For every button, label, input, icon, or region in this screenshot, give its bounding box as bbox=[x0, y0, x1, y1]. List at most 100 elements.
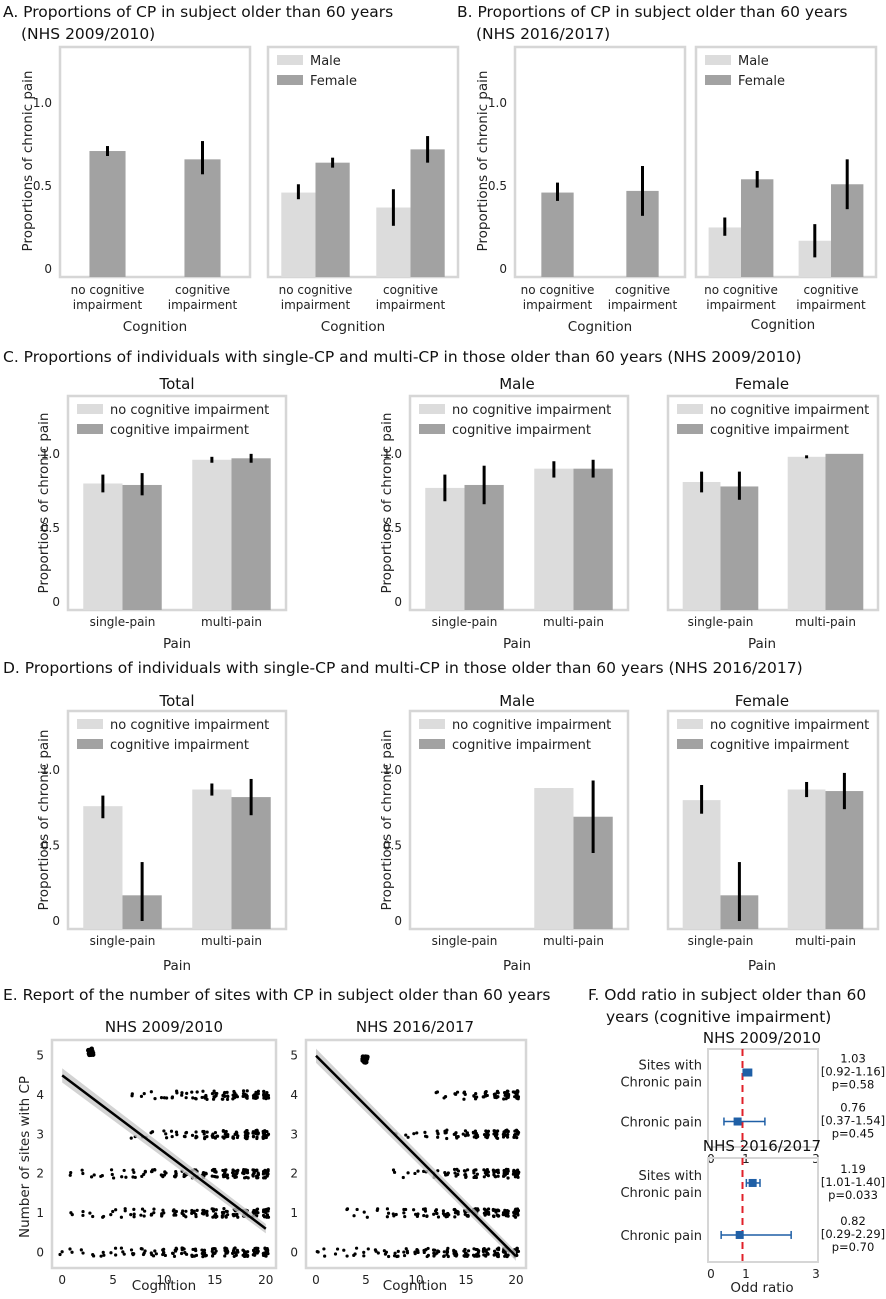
x-tick-label: 0 bbox=[707, 1267, 715, 1281]
data-point bbox=[202, 1132, 206, 1136]
data-point bbox=[81, 1251, 85, 1255]
data-point bbox=[68, 1247, 72, 1251]
data-point bbox=[211, 1097, 216, 1101]
section-f-subtitle: years (cognitive impairment) bbox=[606, 1008, 831, 1026]
row-label: Chronic pain bbox=[620, 1186, 702, 1201]
data-point bbox=[173, 1248, 177, 1252]
data-point bbox=[433, 1252, 437, 1256]
x-tick-label: impairment bbox=[168, 298, 238, 312]
data-point bbox=[437, 1249, 441, 1254]
x-axis-label: Pain bbox=[503, 958, 531, 974]
data-point bbox=[466, 1249, 471, 1253]
data-point bbox=[215, 1134, 220, 1138]
annotation: p=0.70 bbox=[832, 1240, 875, 1254]
odds-ratio-marker bbox=[733, 1117, 742, 1126]
data-point bbox=[251, 1131, 255, 1135]
data-point bbox=[453, 1092, 457, 1096]
data-point bbox=[224, 1251, 228, 1255]
row-label: Chronic pain bbox=[620, 1076, 702, 1091]
legend-label: no cognitive impairment bbox=[452, 718, 611, 733]
data-point bbox=[512, 1210, 516, 1215]
data-point bbox=[201, 1089, 205, 1093]
plot-frame bbox=[58, 45, 252, 279]
data-point bbox=[442, 1213, 447, 1217]
data-point bbox=[223, 1170, 227, 1174]
data-point bbox=[202, 1248, 207, 1252]
data-point bbox=[172, 1254, 177, 1258]
x-tick-label: cognitive bbox=[803, 283, 858, 297]
data-point bbox=[506, 1176, 510, 1180]
data-point bbox=[143, 1209, 147, 1213]
data-point bbox=[164, 1132, 168, 1136]
data-point bbox=[231, 1093, 235, 1097]
y-tick-label: 2 bbox=[290, 1167, 298, 1181]
legend-label: cognitive impairment bbox=[710, 423, 849, 438]
data-point bbox=[453, 1211, 458, 1215]
data-point bbox=[131, 1251, 135, 1256]
legend-swatch bbox=[419, 719, 445, 729]
data-point bbox=[190, 1090, 194, 1094]
data-point bbox=[502, 1173, 506, 1177]
data-point bbox=[161, 1248, 165, 1252]
data-point bbox=[412, 1208, 416, 1212]
annotation: 0.82 bbox=[840, 1214, 866, 1228]
data-point bbox=[90, 1050, 96, 1056]
data-point bbox=[246, 1134, 250, 1139]
legend-swatch bbox=[77, 424, 103, 434]
data-point bbox=[149, 1251, 153, 1255]
data-point bbox=[233, 1169, 237, 1173]
data-point bbox=[402, 1253, 407, 1258]
legend-swatch bbox=[677, 719, 703, 729]
data-point bbox=[362, 1254, 366, 1258]
legend-swatch bbox=[677, 404, 703, 414]
annotation: [0.92-1.16] bbox=[821, 1065, 885, 1079]
x-tick-label: impairment bbox=[376, 298, 446, 312]
data-point bbox=[235, 1213, 239, 1218]
data-point bbox=[254, 1092, 258, 1096]
annotation: [1.01-1.40] bbox=[821, 1175, 885, 1189]
data-point bbox=[212, 1089, 216, 1093]
data-point bbox=[205, 1130, 209, 1134]
data-point bbox=[515, 1096, 519, 1100]
data-point bbox=[464, 1175, 468, 1179]
data-point bbox=[263, 1135, 267, 1139]
section-a-subtitle: (NHS 2009/2010) bbox=[21, 25, 155, 43]
bar bbox=[425, 487, 465, 610]
data-point bbox=[180, 1251, 184, 1256]
data-point bbox=[111, 1209, 115, 1214]
y-tick-label: 0.5 bbox=[33, 179, 52, 193]
y-tick-label: 1.0 bbox=[33, 96, 52, 110]
plot-frame bbox=[266, 45, 460, 279]
y-tick-label: 1.0 bbox=[383, 447, 402, 461]
x-tick-label: 10 bbox=[408, 1273, 423, 1287]
data-point bbox=[112, 1176, 116, 1180]
data-point bbox=[376, 1207, 380, 1211]
data-point bbox=[235, 1169, 239, 1173]
data-point bbox=[213, 1130, 218, 1135]
data-point bbox=[214, 1215, 218, 1219]
data-point bbox=[81, 1213, 85, 1218]
data-point bbox=[190, 1133, 195, 1137]
plot-frame bbox=[707, 1048, 819, 1148]
data-point bbox=[153, 1097, 157, 1101]
data-point bbox=[251, 1248, 256, 1253]
x-tick-label: 5 bbox=[362, 1273, 370, 1287]
data-point bbox=[442, 1096, 446, 1100]
panel-title: Total bbox=[158, 375, 194, 393]
data-point bbox=[435, 1090, 440, 1094]
y-tick-label: 5 bbox=[36, 1049, 44, 1063]
data-point bbox=[256, 1092, 260, 1096]
data-point bbox=[335, 1247, 340, 1251]
data-point bbox=[231, 1135, 235, 1139]
plot-frame bbox=[513, 45, 687, 279]
data-point bbox=[109, 1251, 113, 1255]
fit-line bbox=[315, 1054, 517, 1258]
data-point bbox=[211, 1135, 215, 1139]
data-point bbox=[174, 1173, 178, 1178]
data-point bbox=[211, 1209, 216, 1213]
data-point bbox=[445, 1214, 449, 1219]
x-tick-label: cognitive bbox=[175, 283, 230, 297]
